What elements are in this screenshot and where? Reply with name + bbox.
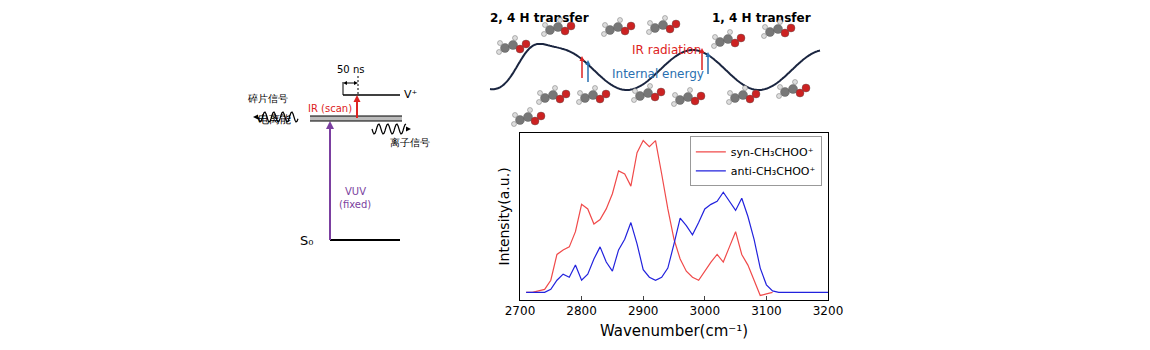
svg-text:碎片信号: 碎片信号 bbox=[247, 93, 288, 104]
svg-text:3200: 3200 bbox=[813, 304, 844, 318]
svg-text:Intensity(a.u.): Intensity(a.u.) bbox=[496, 167, 512, 265]
svg-text:电离能: 电离能 bbox=[258, 113, 291, 126]
svg-text:2900: 2900 bbox=[628, 304, 659, 318]
svg-text:S₀: S₀ bbox=[300, 233, 313, 248]
svg-text:2800: 2800 bbox=[566, 304, 597, 318]
svg-text:离子信号: 离子信号 bbox=[390, 137, 430, 148]
svg-text:Internal energy: Internal energy bbox=[612, 67, 704, 81]
svg-text:anti-CH₃CHOO⁺: anti-CH₃CHOO⁺ bbox=[731, 165, 816, 178]
svg-text:V⁺: V⁺ bbox=[404, 88, 418, 101]
svg-text:Wavenumber(cm⁻¹): Wavenumber(cm⁻¹) bbox=[600, 322, 748, 340]
svg-text:VUV: VUV bbox=[345, 186, 366, 197]
svg-text:2700: 2700 bbox=[505, 304, 536, 318]
svg-text:50 ns: 50 ns bbox=[337, 64, 364, 75]
svg-text:2, 4 H transfer: 2, 4 H transfer bbox=[490, 11, 589, 25]
svg-text:3000: 3000 bbox=[690, 304, 721, 318]
svg-text:3100: 3100 bbox=[751, 304, 782, 318]
svg-text:1, 4 H transfer: 1, 4 H transfer bbox=[712, 11, 811, 25]
svg-text:IR radiation: IR radiation bbox=[632, 43, 701, 57]
svg-text:syn-CH₃CHOO⁺: syn-CH₃CHOO⁺ bbox=[731, 146, 814, 159]
svg-text:(fixed): (fixed) bbox=[339, 199, 371, 210]
svg-text:IR (scan): IR (scan) bbox=[308, 103, 352, 114]
